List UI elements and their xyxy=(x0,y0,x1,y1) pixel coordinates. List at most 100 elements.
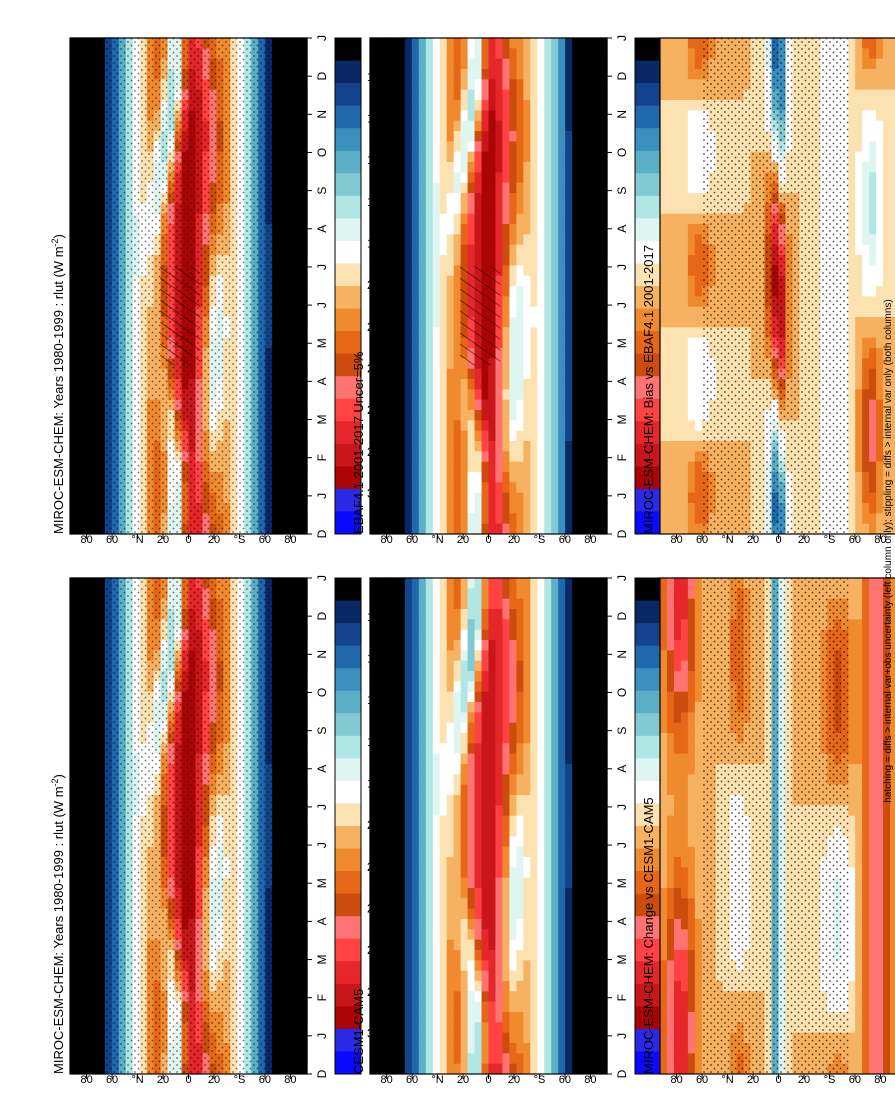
heatmap-cell xyxy=(565,244,573,255)
heatmap-cell xyxy=(495,368,504,379)
heatmap-cell xyxy=(502,461,511,472)
heatmap-cell xyxy=(446,368,455,379)
heatmap-cell xyxy=(432,58,441,69)
heatmap-cell xyxy=(467,502,476,514)
heatmap-cell xyxy=(370,78,378,90)
x-tick-label: D xyxy=(315,1069,329,1078)
heatmap-cell xyxy=(432,68,441,80)
heatmap-cell xyxy=(418,481,427,493)
heatmap-cell xyxy=(544,264,552,276)
heatmap-cell xyxy=(537,275,545,286)
heatmap-cell xyxy=(544,399,552,410)
heatmap-cell xyxy=(502,399,511,410)
heatmap-cell xyxy=(404,295,413,307)
heatmap-cell xyxy=(411,58,420,69)
heatmap-cell xyxy=(502,161,511,173)
heatmap-cell xyxy=(530,326,538,338)
heatmap-cell xyxy=(418,523,427,534)
heatmap-cell xyxy=(516,254,524,266)
heatmap-cell xyxy=(558,182,566,193)
x-tick-label: O xyxy=(315,148,329,157)
heatmap-cell xyxy=(467,481,476,493)
heatmap-cell xyxy=(551,523,559,534)
heatmap-cell xyxy=(439,430,448,441)
heatmap-cell xyxy=(530,450,538,462)
heatmap-cell xyxy=(551,440,559,452)
heatmap-cell xyxy=(558,399,566,410)
heatmap-cell xyxy=(572,481,580,493)
heatmap-cell xyxy=(453,140,462,152)
heatmap-cell xyxy=(425,461,434,472)
heatmap-cell xyxy=(418,388,427,400)
heatmap-cell xyxy=(579,130,587,142)
heatmap-cell xyxy=(551,213,559,224)
heatmap-cell xyxy=(474,368,483,379)
heatmap-cell xyxy=(425,502,434,514)
heatmap-cell xyxy=(495,192,504,204)
heatmap-cell xyxy=(474,461,483,472)
heatmap-cell xyxy=(397,368,406,379)
heatmap-cell xyxy=(544,440,552,452)
heatmap-cell xyxy=(474,182,483,193)
heatmap-cell xyxy=(565,264,573,276)
heatmap-cell xyxy=(572,347,580,359)
heatmap-cell xyxy=(565,182,573,193)
heatmap-cell xyxy=(370,109,378,121)
heatmap-cell xyxy=(390,161,399,173)
heatmap-cell xyxy=(439,89,448,100)
heatmap-cell xyxy=(383,182,392,193)
heatmap-cell xyxy=(411,275,420,286)
heatmap-cell xyxy=(390,202,399,214)
heatmap-cell xyxy=(397,388,406,400)
heatmap-cell xyxy=(495,512,504,524)
heatmap-cell xyxy=(418,89,427,100)
heatmap-cell xyxy=(370,450,378,462)
heatmap-cell xyxy=(509,151,517,162)
heatmap-cell xyxy=(530,399,538,410)
heatmap-cell xyxy=(411,388,420,400)
heatmap-cell xyxy=(481,378,490,390)
heatmap-cell xyxy=(516,523,524,534)
heatmap-cell xyxy=(558,357,566,369)
heatmap-cell xyxy=(502,182,511,193)
heatmap-cell xyxy=(439,58,448,69)
heatmap-cell xyxy=(537,161,545,173)
heatmap-cell xyxy=(551,430,559,441)
heatmap-cell xyxy=(446,58,455,69)
heatmap-cell xyxy=(376,89,385,100)
heatmap-cell xyxy=(537,492,545,503)
heatmap-cell xyxy=(460,440,469,452)
heatmap-cell xyxy=(586,399,594,410)
heatmap-cell xyxy=(370,295,378,307)
heatmap-cell xyxy=(404,68,413,80)
heatmap-cell xyxy=(495,399,504,410)
heatmap-cell xyxy=(488,223,497,235)
heatmap-cell xyxy=(579,109,587,121)
heatmap-cell xyxy=(425,244,434,255)
heatmap-cell xyxy=(383,450,392,462)
heatmap-cell xyxy=(370,461,378,472)
heatmap-cell xyxy=(523,223,531,235)
heatmap-cell xyxy=(376,161,385,173)
heatmap-cell xyxy=(474,244,483,255)
heatmap-cell xyxy=(439,512,448,524)
heatmap-cell xyxy=(523,58,531,69)
heatmap-cell xyxy=(509,399,517,410)
heatmap-cell xyxy=(488,171,497,183)
heatmap-cell xyxy=(551,388,559,400)
heatmap-cell xyxy=(579,233,587,245)
heatmap-cell xyxy=(453,192,462,204)
heatmap-cell xyxy=(418,471,427,483)
heatmap-cell xyxy=(411,151,420,162)
heatmap-cell xyxy=(565,78,573,90)
heatmap-cell xyxy=(390,233,399,245)
heatmap-cell xyxy=(495,254,504,266)
heatmap-cell xyxy=(439,306,448,317)
heatmap-cell xyxy=(565,192,573,204)
heatmap-cell xyxy=(404,244,413,255)
heatmap-cell xyxy=(404,192,413,204)
x-tick-label: J xyxy=(315,264,329,270)
x-tick-label: D xyxy=(315,529,329,538)
heatmap-cell xyxy=(411,182,420,193)
heatmap-cell xyxy=(558,89,566,100)
